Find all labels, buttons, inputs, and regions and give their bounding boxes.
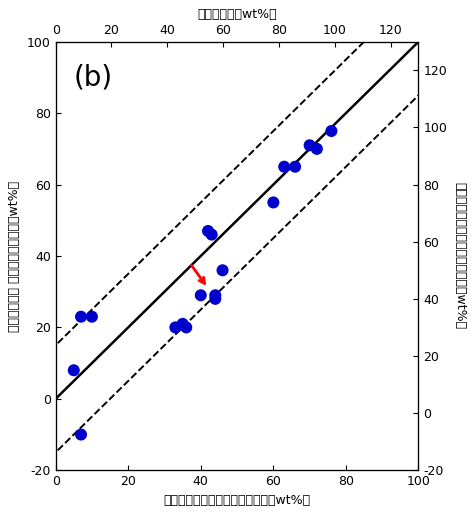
Point bbox=[211, 295, 219, 303]
Point bbox=[77, 431, 85, 439]
Point bbox=[291, 163, 299, 171]
Point bbox=[171, 323, 179, 332]
Point bbox=[219, 266, 227, 274]
Point bbox=[313, 145, 321, 153]
Point bbox=[306, 141, 314, 149]
Point bbox=[204, 227, 212, 235]
Point bbox=[179, 320, 186, 328]
Y-axis label: 核磁気共鳴法による筋肉推定量（wt%）: 核磁気共鳴法による筋肉推定量（wt%） bbox=[454, 182, 466, 330]
Point bbox=[328, 127, 335, 135]
Point bbox=[208, 230, 216, 238]
Point bbox=[77, 313, 85, 321]
Point bbox=[182, 323, 190, 332]
X-axis label: 真の筋肉量（wt%）: 真の筋肉量（wt%） bbox=[197, 8, 277, 21]
Point bbox=[280, 163, 288, 171]
Point bbox=[197, 291, 205, 299]
Point bbox=[88, 313, 95, 321]
Point bbox=[211, 291, 219, 299]
Text: (b): (b) bbox=[74, 63, 113, 91]
Point bbox=[70, 366, 77, 374]
X-axis label: 真の水分量（常圧加熱乾燥法）（wt%）: 真の水分量（常圧加熱乾燥法）（wt%） bbox=[163, 494, 311, 507]
Point bbox=[269, 198, 277, 207]
Y-axis label: 核磁気共鳴法 による水分推定量（wt%）: 核磁気共鳴法 による水分推定量（wt%） bbox=[9, 180, 21, 332]
